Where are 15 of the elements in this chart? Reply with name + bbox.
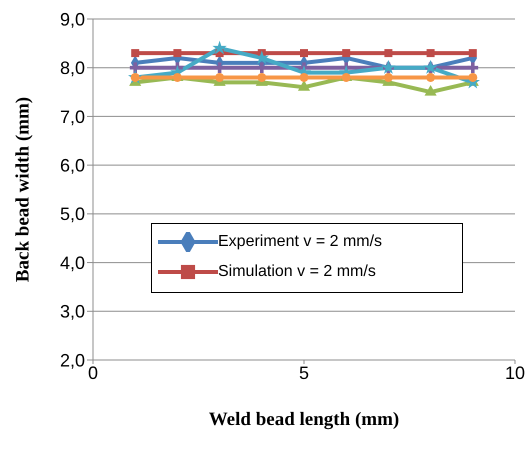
y-axis-title: Back bead width (mm) <box>12 96 34 282</box>
legend-label: Simulation v = 2 mm/s <box>218 262 376 282</box>
x-tick-label: 0 <box>88 362 98 383</box>
y-tick-label: 7,0 <box>60 106 85 127</box>
y-tick-label: 6,0 <box>60 156 85 176</box>
y-tick-label: 3,0 <box>60 302 85 322</box>
x-tick-label: 10 <box>504 362 526 383</box>
x-axis-title: Weld bead length (mm) <box>208 409 400 430</box>
x-tick-label: 5 <box>298 362 310 383</box>
y-tick-label: 4,0 <box>60 252 85 273</box>
y-tick-label: 8,0 <box>60 58 85 78</box>
legend-label: Experiment v = 2 mm/s <box>218 232 382 252</box>
y-tick-label: 2,0 <box>60 350 85 370</box>
y-tick-label: 9,0 <box>60 9 85 30</box>
y-tick-label: 5,0 <box>60 204 85 224</box>
